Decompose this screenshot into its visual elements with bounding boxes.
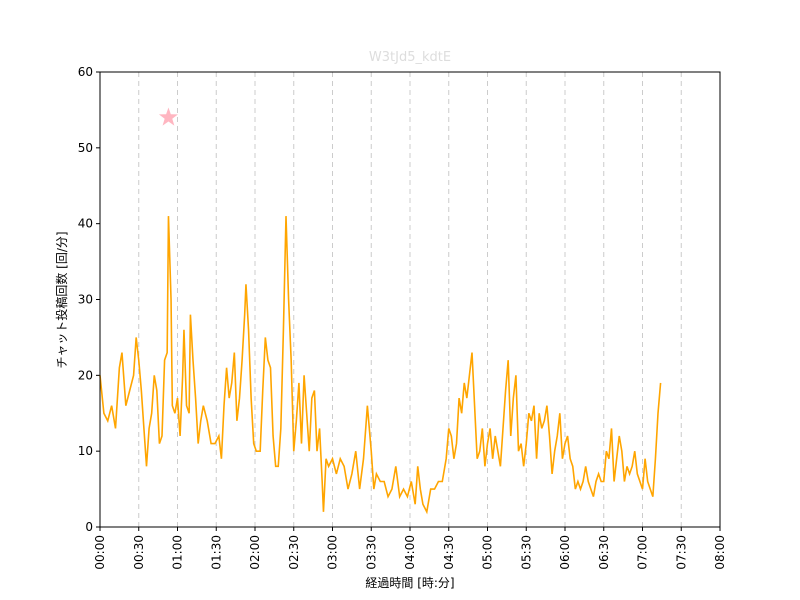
plot-frame: [99, 71, 721, 528]
y-tick-label: 10: [78, 444, 93, 458]
x-tick-label: 01:00: [171, 535, 185, 570]
x-tick-label: 03:30: [364, 535, 378, 570]
x-tick-label: 07:00: [636, 535, 650, 570]
y-tick-label: 40: [78, 217, 93, 231]
x-tick-label: 00:30: [132, 535, 146, 570]
star-marker: [158, 107, 178, 126]
x-tick-label: 03:00: [326, 535, 340, 570]
y-tick-label: 0: [85, 520, 93, 534]
y-tick-label: 50: [78, 141, 93, 155]
y-tick-label: 60: [78, 65, 93, 79]
x-tick-label: 01:30: [209, 535, 223, 570]
x-tick-label: 08:00: [713, 535, 727, 570]
x-tick-label: 04:00: [403, 535, 417, 570]
x-tick-label: 07:30: [674, 535, 688, 570]
y-axis-label: チャット投稿回数 [回/分]: [54, 231, 69, 368]
x-tick-label: 00:00: [93, 535, 107, 570]
line: [99, 216, 662, 515]
x-tick-label: 05:00: [481, 535, 495, 570]
x-tick-label: 04:30: [442, 535, 456, 570]
y-tick-label: 30: [78, 293, 93, 307]
x-tick-label: 05:30: [519, 535, 533, 570]
x-tick-label: 02:00: [248, 535, 262, 570]
y-tick-label: 20: [78, 368, 93, 382]
x-tick-label: 06:30: [597, 535, 611, 570]
chart-title: W3tJd5_kdtE: [369, 50, 451, 65]
x-tick-label: 02:30: [287, 535, 301, 570]
x-tick-label: 06:00: [558, 535, 572, 570]
x-axis-label: 経過時間 [時:分]: [365, 576, 454, 590]
